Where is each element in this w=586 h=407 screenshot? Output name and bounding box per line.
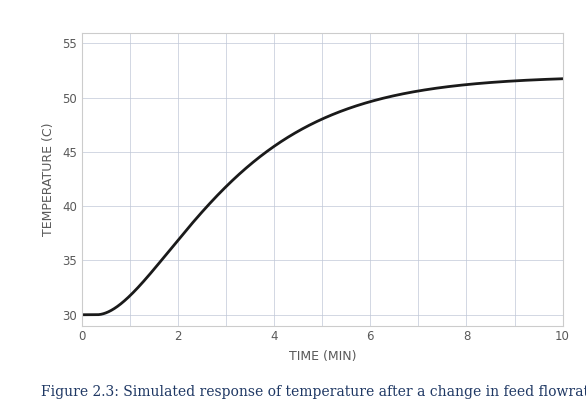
X-axis label: TIME (MIN): TIME (MIN) [288, 350, 356, 363]
Y-axis label: TEMPERATURE (C): TEMPERATURE (C) [42, 123, 55, 236]
Text: Figure 2.3: Simulated response of temperature after a change in feed flowrate.: Figure 2.3: Simulated response of temper… [41, 385, 586, 399]
